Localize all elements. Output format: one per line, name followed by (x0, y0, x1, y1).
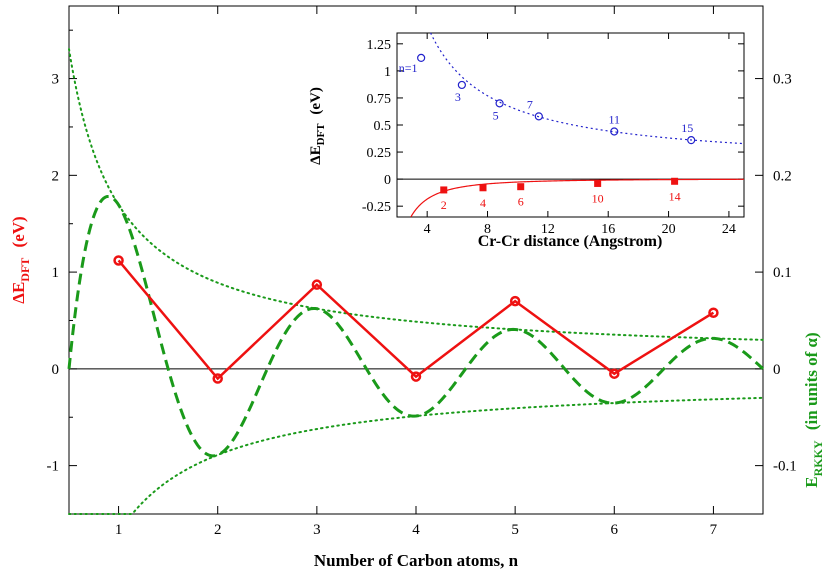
inset-red-label-0: 2 (441, 198, 447, 212)
envelope-upper-line (68, 48, 764, 341)
inset-blue-point-2 (495, 99, 504, 108)
main-series (67, 48, 765, 515)
inset-red-point-3 (594, 179, 602, 187)
y-right-tick-label-3: 0.2 (773, 168, 792, 184)
dft-point-1 (212, 373, 223, 384)
inset-blue-point-4 (610, 127, 619, 136)
inset-blue-label-4: 11 (608, 112, 620, 126)
inset-blue-point-3 (534, 112, 543, 121)
inset-red-point-2 (517, 183, 525, 191)
x-tick-label-4: 5 (511, 522, 519, 538)
dft-series-line (117, 259, 715, 381)
y-left-tick-label-1: 0 (52, 362, 60, 378)
inset-blue-point-0 (417, 53, 426, 62)
inset-blue-point-1 (457, 80, 466, 90)
dft-point-5 (609, 368, 620, 379)
inset-y-tick-label-0: -0.25 (362, 200, 391, 215)
inset-red-label-3: 10 (592, 191, 604, 205)
dft-point-2 (311, 279, 323, 290)
x-tick-label-6: 7 (710, 522, 718, 538)
inset-blue-label-1: 3 (455, 90, 461, 104)
dft-point-6 (708, 307, 719, 318)
inset-red-label-1: 4 (480, 196, 486, 210)
dft-point-0 (113, 255, 124, 266)
inset-x-tick-label-2: 12 (541, 222, 555, 237)
x-tick-label-1: 2 (214, 522, 222, 538)
inset-red-label-2: 6 (518, 195, 524, 209)
x-tick-label-5: 6 (611, 522, 619, 538)
y-right-tick-label-0: -0.1 (773, 459, 797, 475)
inset-blue-fit-line (430, 32, 745, 145)
x-tick-label-3: 4 (412, 522, 420, 538)
inset-red-fit-line (410, 178, 745, 218)
y-left-tick-label-3: 2 (52, 168, 60, 184)
inset-y-axis-label: ΔEDFT (eV) (308, 87, 327, 165)
inset-series: n=1 3 5 7 11 15 2 4 6 10 14 (397, 32, 745, 218)
inset-x-tick-label-0: 4 (424, 222, 431, 237)
x-tick-label-2: 3 (313, 522, 321, 538)
inset-blue-label-2: 5 (493, 108, 499, 122)
inset-red-label-4: 14 (669, 189, 681, 203)
inset-background (360, 28, 749, 254)
inset-blue-label-5: 15 (681, 121, 693, 135)
y-axis-right-label: ERKKY (in units of α) (802, 332, 825, 487)
inset-x-axis-label: Cr-Cr distance (Angstrom) (478, 233, 663, 250)
inset-blue-label-3: 7 (527, 97, 533, 111)
inset-y-tick-label-3: 0.5 (374, 119, 392, 134)
inset-y-tick-label-4: 0.75 (367, 92, 392, 107)
inset-x-tick-label-5: 24 (722, 222, 736, 237)
y-right-tick-label-2: 0.1 (773, 265, 792, 281)
y-left-tick-label-0: -1 (47, 459, 60, 475)
inset-y-tick-label-6: 1.25 (367, 38, 392, 53)
inset-y-tick-label-1: 0 (384, 173, 391, 188)
inset-blue-label-0: n=1 (399, 61, 418, 75)
inset-red-point-4 (671, 177, 679, 185)
y-left-tick-label-4: 3 (52, 72, 60, 88)
x-tick-label-0: 1 (115, 522, 123, 538)
dft-point-4 (509, 295, 521, 307)
dft-point-3 (410, 371, 422, 382)
inset-x-tick-label-4: 20 (662, 222, 676, 237)
y-right-tick-label-1: 0 (773, 362, 781, 378)
inset-y-tick-label-2: 0.25 (367, 146, 392, 161)
inset-x-tick-label-3: 16 (601, 222, 615, 237)
inset-y-tick-label-5: 1 (384, 65, 391, 80)
y-axis-left-label: ΔEDFT (eV) (9, 216, 32, 303)
inset-red-point-0 (440, 186, 448, 194)
inset-blue-point-5 (687, 136, 696, 145)
y-left-tick-label-2: 1 (52, 265, 60, 281)
x-axis-label: Number of Carbon atoms, n (314, 551, 519, 570)
inset-red-point-1 (479, 184, 487, 192)
inset-x-tick-label-1: 8 (484, 222, 491, 237)
y-right-tick-label-4: 0.3 (773, 72, 792, 88)
rkky-oscillation-line (67, 194, 765, 458)
